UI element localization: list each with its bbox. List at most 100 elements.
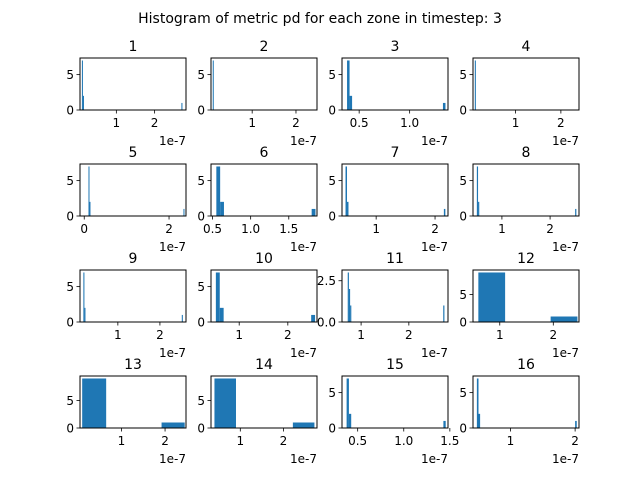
- histogram-bar: [220, 201, 224, 216]
- x-offset-label: 1e-7: [421, 240, 448, 254]
- x-offset-label: 1e-7: [159, 134, 186, 148]
- subplot-title: 9: [129, 251, 138, 267]
- histogram-bar: [161, 422, 185, 428]
- y-tick-label: 0.0: [317, 315, 336, 329]
- histogram-bar: [83, 272, 85, 322]
- x-offset-label: 1e-7: [159, 240, 186, 254]
- axes-frame: [472, 375, 580, 429]
- x-tick-label: 1.0: [394, 434, 413, 448]
- histogram-bar: [84, 307, 86, 322]
- subplot-title: 14: [255, 357, 273, 373]
- histogram-bar: [89, 201, 91, 216]
- histogram-bar: [478, 201, 480, 216]
- x-offset-label: 1e-7: [290, 240, 317, 254]
- x-tick-label: 2: [156, 328, 164, 342]
- histogram-bar: [181, 314, 183, 322]
- y-tick-label: 5: [66, 394, 74, 408]
- axes-frame: [79, 57, 187, 111]
- x-tick-label: 1: [118, 434, 126, 448]
- x-tick-label: 2: [284, 328, 292, 342]
- histogram-bar: [478, 413, 481, 428]
- subplot-16: 1 2 0 5 16 1e-7: [459, 357, 580, 466]
- y-tick-label: 0: [459, 421, 467, 435]
- x-tick-label: 1.5: [440, 434, 459, 448]
- histogram-bar: [350, 305, 352, 322]
- y-tick-label: 0: [197, 315, 205, 329]
- subplot-10: 1 2 0 5 10 1e-7: [197, 251, 318, 360]
- y-tick-label: 2.5: [317, 274, 336, 288]
- x-offset-label: 1e-7: [552, 452, 579, 466]
- x-tick-label: 0: [80, 222, 88, 236]
- x-offset-label: 1e-7: [290, 134, 317, 148]
- histogram-bar: [347, 60, 350, 110]
- x-tick-label: 1: [496, 328, 504, 342]
- subplot-7: 1 2 0 5 7 1e-7: [328, 145, 449, 254]
- subplot-13: 1 2 0 5 13 1e-7: [66, 357, 187, 466]
- x-offset-label: 1e-7: [421, 134, 448, 148]
- histogram-bar: [347, 201, 349, 216]
- x-tick-label: 2: [292, 116, 300, 130]
- subplot-8: 1 2 0 5 8 1e-7: [459, 145, 580, 254]
- x-tick-label: 2: [165, 222, 173, 236]
- histogram-bar: [575, 420, 577, 428]
- x-tick-label: 2: [151, 116, 159, 130]
- x-tick-label: 1: [507, 434, 515, 448]
- x-tick-label: 1: [248, 116, 256, 130]
- x-tick-label: 2: [571, 434, 579, 448]
- x-tick-label: 1: [357, 328, 365, 342]
- figure-title: Histogram of metric pd for each zone in …: [138, 11, 502, 27]
- histogram-bar: [183, 208, 185, 216]
- axes-frame: [472, 269, 580, 323]
- x-tick-label: 2: [546, 222, 554, 236]
- histogram-bar: [292, 422, 315, 428]
- axes-frame: [341, 163, 449, 217]
- histogram-bar: [346, 378, 349, 428]
- x-offset-label: 1e-7: [552, 346, 579, 360]
- x-tick-label: 2: [549, 328, 557, 342]
- x-tick-label: 2: [161, 434, 169, 448]
- x-tick-label: 1: [113, 116, 121, 130]
- subplot-3: 0.5 1.0 0 5 3 1e-7: [328, 39, 449, 148]
- histogram-bar: [216, 166, 221, 216]
- axes-frame: [79, 269, 187, 323]
- histogram-bar: [575, 208, 577, 216]
- x-offset-label: 1e-7: [552, 240, 579, 254]
- y-tick-label: 0: [197, 209, 205, 223]
- subplot-title: 15: [386, 357, 404, 373]
- histogram-bar: [442, 102, 446, 110]
- y-tick-label: 0: [328, 209, 336, 223]
- subplot-14: 1 2 0 5 14 1e-7: [197, 357, 318, 466]
- subplot-title: 16: [517, 357, 535, 373]
- y-tick-label: 5: [197, 174, 205, 188]
- y-tick-label: 0: [328, 103, 336, 117]
- x-tick-label: 2: [557, 116, 565, 130]
- x-tick-label: 2: [405, 328, 413, 342]
- subplot-title: 6: [260, 145, 269, 161]
- x-tick-label: 1: [372, 222, 380, 236]
- y-tick-label: 5: [66, 68, 74, 82]
- axes-frame: [341, 269, 449, 323]
- x-tick-label: 1: [236, 434, 244, 448]
- subplot-1: 1 2 0 5 1 1e-7: [66, 39, 187, 148]
- x-tick-label: 1: [235, 328, 243, 342]
- subplot-6: 0.5 1.0 1.5 0 5 6 1e-7: [197, 145, 318, 254]
- histogram-bar: [311, 208, 316, 216]
- axes-frame: [210, 57, 318, 111]
- y-tick-label: 0: [459, 315, 467, 329]
- histogram-bar: [219, 307, 224, 322]
- histogram-bar: [478, 272, 506, 322]
- y-tick-label: 0: [66, 209, 74, 223]
- subplot-title: 13: [124, 357, 142, 373]
- x-tick-label: 1: [114, 328, 122, 342]
- y-tick-label: 0: [66, 421, 74, 435]
- subplot-title: 3: [391, 39, 400, 55]
- histogram-bar: [476, 378, 479, 428]
- subplot-9: 1 2 0 5 9 1e-7: [66, 251, 187, 360]
- axes-frame: [341, 57, 449, 111]
- histogram-bar: [181, 102, 183, 110]
- y-tick-label: 5: [197, 68, 205, 82]
- x-offset-label: 1e-7: [421, 452, 448, 466]
